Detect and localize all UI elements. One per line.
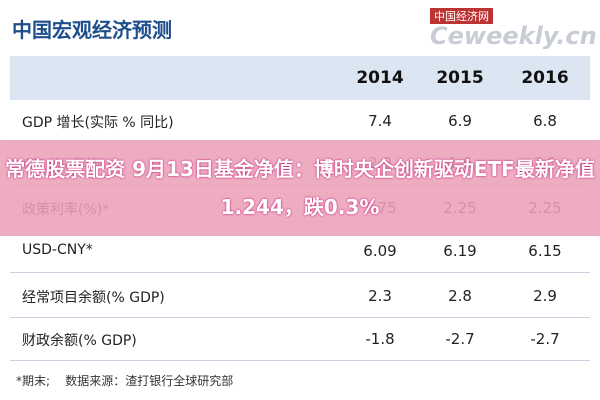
cell: 2.8 [448, 287, 472, 305]
column-header: 2014 [356, 68, 404, 88]
overlay-band [0, 140, 600, 236]
overlay-text: 常德股票配资 9月13日基金净值：博时央企创新驱动ETF最新净值1.244，跌0… [5, 157, 595, 219]
cell: 2.9 [533, 287, 557, 305]
watermark: Ceweekly.cn [430, 22, 597, 50]
row-label: 财政余额(% GDP) [22, 333, 137, 349]
cell: 6.19 [443, 242, 477, 260]
column-header: 2015 [436, 68, 484, 88]
column-header: 2016 [521, 68, 569, 88]
cell: -1.8 [365, 330, 395, 348]
row-label: GDP 增长(实际 % 同比) [22, 115, 174, 131]
cell: 6.15 [528, 242, 562, 260]
title: 中国宏观经济预测 [12, 18, 172, 42]
cell: 6.8 [533, 112, 557, 130]
row-separator [10, 317, 590, 318]
cell: 7.4 [368, 112, 392, 130]
row-label: 经常项目余额(% GDP) [22, 290, 165, 306]
cell: 6.09 [363, 242, 397, 260]
cell: -2.7 [530, 330, 560, 348]
cell: 6.9 [448, 112, 472, 130]
header-row [10, 56, 590, 100]
footnote: *期末; 数据来源：渣打银行全球研究部 [16, 374, 234, 388]
cell: -2.7 [445, 330, 475, 348]
watermark: 中国经济网 [430, 8, 493, 24]
row-separator [10, 272, 590, 273]
row-label: USD-CNY* [22, 242, 93, 258]
cell: 2.3 [368, 287, 392, 305]
row-separator [10, 360, 590, 361]
